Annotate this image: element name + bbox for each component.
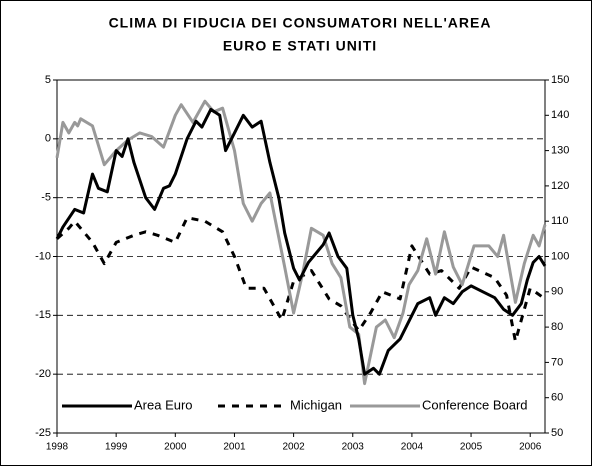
series-line (56, 216, 546, 343)
y2-tick-label: 80 (551, 321, 563, 333)
x-tick-label: 2002 (282, 442, 305, 453)
y2-tick-label: 100 (551, 250, 569, 262)
y-tick-label: 5 (45, 74, 51, 86)
plot-frame (56, 79, 546, 434)
y-tick-label: -20 (35, 368, 51, 380)
y2-tick-label: 150 (551, 74, 569, 86)
y2-tick-label: 120 (551, 180, 569, 192)
y-tick-label: -10 (35, 250, 51, 262)
x-tick-label: 2006 (519, 442, 542, 453)
y2-tick-label: 60 (551, 392, 563, 404)
x-tick-label: 1998 (46, 442, 69, 453)
legend-label: Conference Board (422, 397, 528, 412)
x-tick-label: 2004 (401, 442, 424, 453)
y2-tick-label: 140 (551, 109, 569, 121)
x-tick-label: 2000 (164, 442, 187, 453)
y2-tick-label: 90 (551, 286, 563, 298)
y-tick-label: 0 (45, 133, 51, 145)
y2-tick-label: 130 (551, 145, 569, 157)
legend-label: Michigan (290, 397, 342, 412)
y2-tick-label: 70 (551, 356, 563, 368)
legend-label: Area Euro (134, 397, 193, 412)
x-tick-label: 2005 (460, 442, 483, 453)
chart-title: EURO E STATI UNITI (223, 38, 377, 54)
series-line (55, 107, 547, 376)
y2-tick-label: 110 (551, 215, 569, 227)
x-tick-label: 1999 (105, 442, 128, 453)
chart-title: CLIMA DI FIDUCIA DEI CONSUMATORI NELL'AR… (109, 15, 492, 31)
x-tick-label: 2001 (223, 442, 246, 453)
legend-box (60, 396, 538, 416)
x-tick-label: 2003 (342, 442, 365, 453)
y-tick-label: -15 (35, 309, 51, 321)
y2-tick-label: 50 (551, 427, 563, 439)
y-tick-label: -25 (35, 427, 51, 439)
y-tick-label: -5 (41, 192, 51, 204)
